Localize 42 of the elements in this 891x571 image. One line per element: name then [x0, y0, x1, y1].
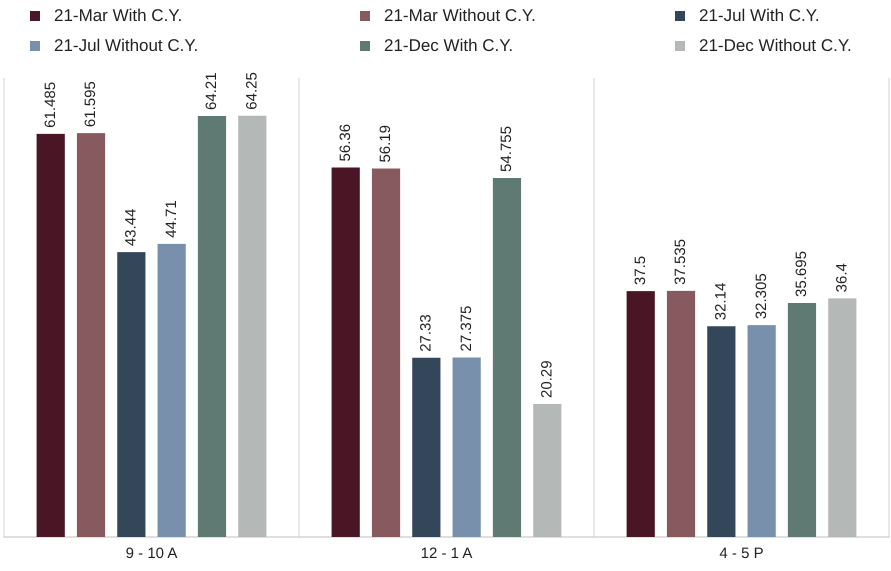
bar — [158, 244, 186, 537]
legend-label: 21-Mar Without C.Y. — [384, 6, 536, 26]
data-label: 56.36 — [336, 124, 354, 162]
x-tick-label: 4 - 5 P — [719, 545, 764, 562]
data-label: 61.595 — [82, 81, 100, 128]
legend-label: 21-Jul Without C.Y. — [54, 36, 198, 56]
data-label: 35.695 — [793, 251, 810, 297]
x-tick-label: 9 - 10 A — [126, 545, 178, 562]
data-label: 61.485 — [42, 82, 59, 128]
bar — [76, 133, 106, 537]
data-label: 37.535 — [672, 238, 690, 285]
data-label: 32.14 — [712, 282, 730, 320]
legend-label: 21-Dec With C.Y. — [384, 36, 514, 56]
bar — [117, 252, 146, 537]
bar — [788, 302, 816, 537]
bar — [748, 325, 776, 537]
data-label: 37.5 — [632, 256, 649, 286]
bar — [666, 290, 696, 537]
bar — [452, 358, 481, 537]
x-tick-label: 12 - 1 A — [420, 545, 472, 562]
data-label: 20.29 — [538, 360, 556, 398]
data-label: 32.305 — [752, 273, 770, 320]
data-label: 27.33 — [417, 314, 434, 352]
data-label: 36.4 — [833, 263, 850, 292]
data-label: 56.19 — [377, 125, 394, 163]
data-label: 27.375 — [458, 306, 475, 352]
data-label: 64.25 — [243, 72, 260, 110]
legend-label: 21-Dec Without C.Y. — [699, 36, 852, 56]
bar — [626, 291, 655, 537]
bar — [707, 326, 736, 537]
data-label: 64.21 — [203, 72, 220, 110]
data-label: 54.755 — [498, 126, 516, 172]
data-label: 44.71 — [162, 200, 180, 238]
legend-label: 21-Jul With C.Y. — [699, 6, 820, 26]
bar — [372, 168, 400, 537]
bar — [412, 358, 440, 537]
data-label: 43.44 — [122, 208, 140, 246]
bar — [492, 178, 522, 537]
bar — [198, 116, 226, 537]
legend-label: 21-Mar With C.Y. — [54, 6, 182, 26]
bar — [332, 167, 360, 537]
bar — [36, 134, 65, 537]
